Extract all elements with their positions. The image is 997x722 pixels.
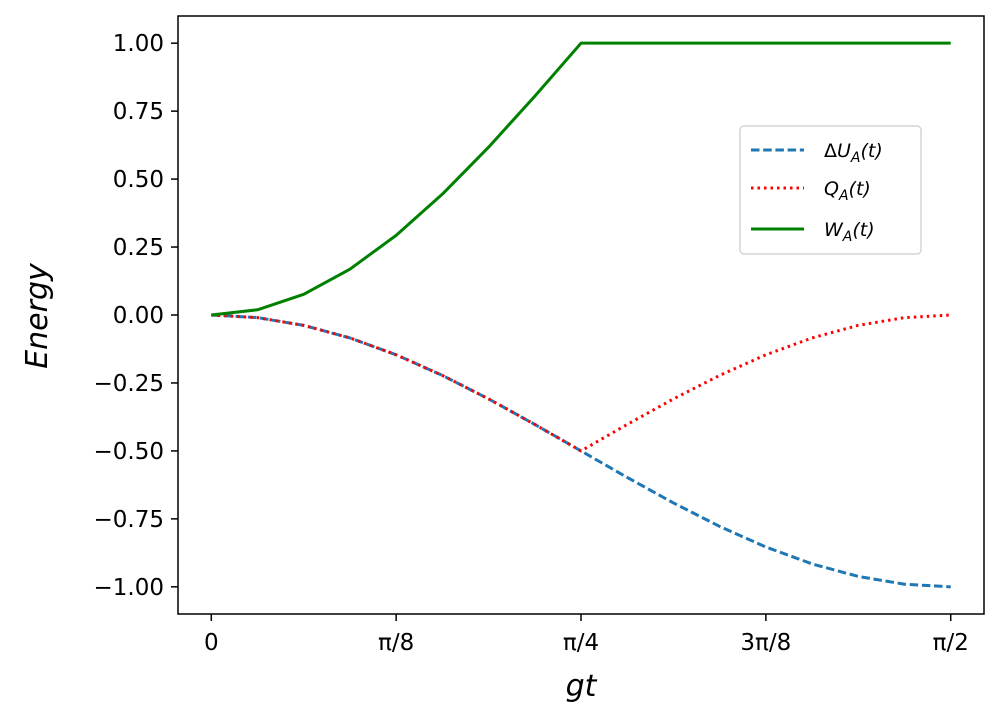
y-tick-label: 0.75 <box>113 99 164 125</box>
x-tick-label: π/4 <box>563 630 599 656</box>
y-tick-label: 0.50 <box>113 167 164 193</box>
x-tick-label: 3π/8 <box>740 630 791 656</box>
series-line-1 <box>211 313 951 453</box>
y-tick-label: 1.00 <box>113 31 164 57</box>
legend-label-0: ΔUA(t) <box>824 140 883 166</box>
legend-label-2: WA(t) <box>824 219 875 245</box>
series-line-2 <box>211 41 951 317</box>
y-tick-label: −0.25 <box>94 371 164 397</box>
legend: ΔUA(t) QA(t) WA(t) <box>739 125 922 255</box>
y-tick-label: 0.25 <box>113 235 164 261</box>
y-tick-label: −0.50 <box>94 439 164 465</box>
legend-label-1: QA(t) <box>824 178 871 204</box>
x-tick-label: 0 <box>204 630 219 656</box>
y-axis: 1.00 0.75 0.50 0.25 0.00 −0.25 −0.50 −0.75 −1.00 <box>94 31 178 601</box>
x-tick-label: π/8 <box>378 630 414 656</box>
y-tick-label: −0.75 <box>94 507 164 533</box>
legend-box <box>739 125 922 255</box>
x-axis-title: gt <box>566 669 598 704</box>
x-axis: 0 π/8 π/4 3π/8 π/2 <box>204 614 969 656</box>
x-tick-label: π/2 <box>933 630 969 656</box>
y-tick-label: −1.00 <box>94 575 164 601</box>
series-layer <box>211 41 951 589</box>
y-tick-label: 0.00 <box>113 303 164 329</box>
y-axis-title: Energy <box>20 262 55 369</box>
